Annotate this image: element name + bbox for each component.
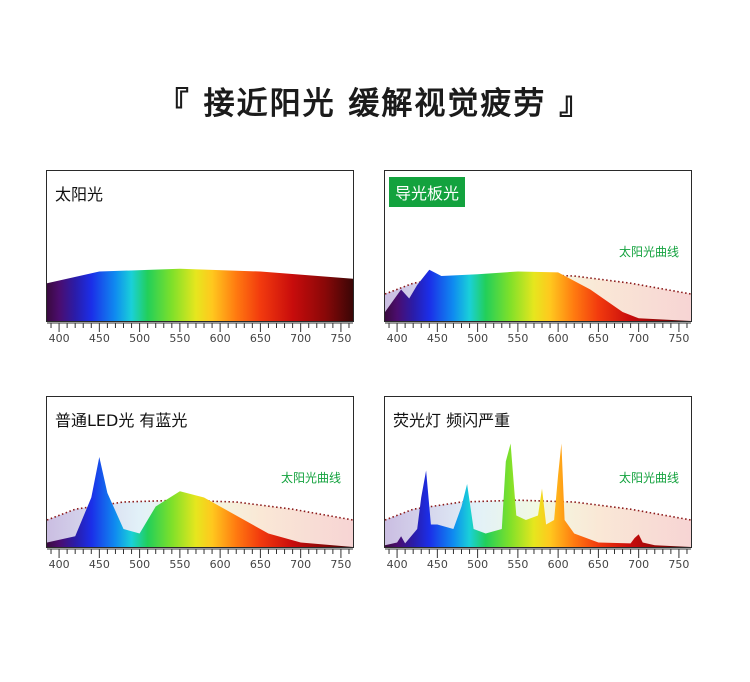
spectrum-svg-fluorescent [385,443,691,547]
x-tick-label: 400 [386,332,408,345]
x-tick-label: 500 [129,558,151,571]
chart-panel-fluorescent: 荧光灯 频闪严重 太阳光曲线 [384,396,692,548]
x-tick-label: 450 [426,332,448,345]
x-tick-label: 700 [290,558,312,571]
x-tick-label: 550 [169,558,191,571]
x-axis-svg [385,322,691,332]
x-tick-label: 650 [587,558,609,571]
x-tick-label: 650 [249,558,271,571]
x-axis-sunlight: 400 450 500 550 600 650 700 750 [46,322,354,350]
sun-curve-label: 太阳光曲线 [618,245,679,259]
x-tick-label: 700 [628,558,650,571]
chart-panel-light-guide: 导光板光 太阳光曲线 [384,170,692,322]
chart-panel-sunlight: 太阳光 [46,170,354,322]
x-tick-label: 400 [386,558,408,571]
spectrum-area [385,443,691,547]
x-tick-label: 450 [88,332,110,345]
x-tick-label: 400 [48,332,70,345]
sun-curve-line [385,273,691,295]
x-tick-label: 500 [467,332,489,345]
spectrum-svg-light-guide [385,269,691,321]
x-tick-label: 600 [209,332,231,345]
x-tick-label: 600 [209,558,231,571]
x-tick-label: 750 [668,558,690,571]
x-tick-label: 550 [169,332,191,345]
x-tick-label: 750 [668,332,690,345]
x-tick-label: 600 [547,558,569,571]
sun-curve-label: 太阳光曲线 [280,471,341,485]
x-tick-label: 650 [587,332,609,345]
x-axis-led: 400 450 500 550 600 650 700 750 [46,548,354,576]
sun-curve-line [47,499,353,521]
x-tick-label: 650 [249,332,271,345]
x-tick-label: 600 [547,332,569,345]
chart-panel-led: 普通LED光 有蓝光 太阳光曲线 [46,396,354,548]
spectrum-area [47,268,353,321]
x-tick-label: 500 [467,558,489,571]
x-tick-label: 550 [507,558,529,571]
x-tick-label: 700 [628,332,650,345]
x-axis-svg [47,322,353,332]
sun-curve-label: 太阳光曲线 [618,471,679,485]
panel-label-sunlight: 太阳光 [55,185,104,204]
spectrum-svg-led [47,457,353,547]
panel-label-led: 普通LED光 有蓝光 [55,411,188,430]
sun-curve-line [385,499,691,521]
x-axis-svg [47,548,353,558]
panel-label-fluorescent: 荧光灯 频闪严重 [393,411,511,430]
panel-label-light-guide: 导光板光 [389,177,466,207]
x-axis-fluorescent: 400 450 500 550 600 650 700 750 [384,548,692,576]
x-axis-light-guide: 400 450 500 550 600 650 700 750 [384,322,692,350]
spectrum-svg-sunlight [47,268,353,321]
x-tick-label: 450 [88,558,110,571]
x-tick-label: 500 [129,332,151,345]
x-tick-label: 450 [426,558,448,571]
x-tick-label: 700 [290,332,312,345]
spectrum-area [385,269,691,321]
x-tick-label: 750 [330,558,352,571]
x-tick-label: 400 [48,558,70,571]
x-tick-label: 750 [330,332,352,345]
spectrum-area [47,457,353,547]
page-title: 『 接近阳光 缓解视觉疲劳 』 [157,86,593,122]
x-axis-svg [385,548,691,558]
x-tick-label: 550 [507,332,529,345]
